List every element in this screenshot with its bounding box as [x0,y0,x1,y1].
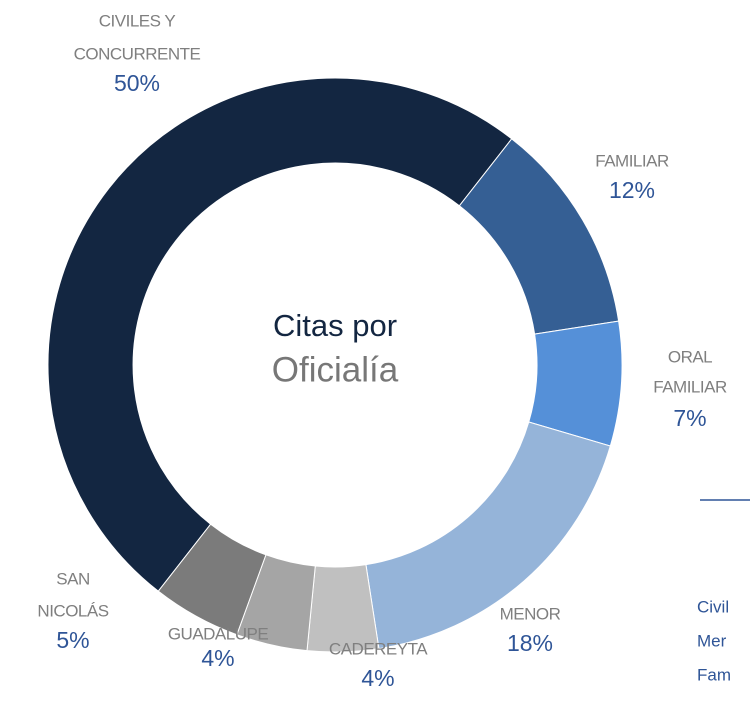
category-label: CONCURRENTE [74,44,201,63]
legend-label: Civil [697,597,729,616]
category-label: CIVILES Y [99,11,176,30]
value-label: 4% [361,665,394,691]
value-label: 12% [609,177,655,203]
category-label: FAMILIAR [595,151,669,170]
category-label: MENOR [500,604,561,623]
category-label: FAMILIAR [653,377,727,396]
category-label: ORAL [668,347,712,366]
category-label: SAN [56,569,89,588]
value-label: 7% [673,405,706,431]
legend-label: Mer [697,631,727,650]
slice [47,77,513,592]
chart-title: Oficialía [272,350,399,389]
value-label: 50% [114,70,160,96]
value-label: 4% [201,645,234,671]
category-label: NICOLÁS [37,601,108,620]
slice [157,523,267,636]
category-label: CADEREYTA [329,639,428,658]
value-label: 5% [56,627,89,653]
chart-title: Citas por [273,308,397,343]
slice [365,421,611,650]
legend-label: Fam [697,665,731,684]
category-label: GUADALUPE [168,624,269,643]
value-label: 18% [507,630,553,656]
